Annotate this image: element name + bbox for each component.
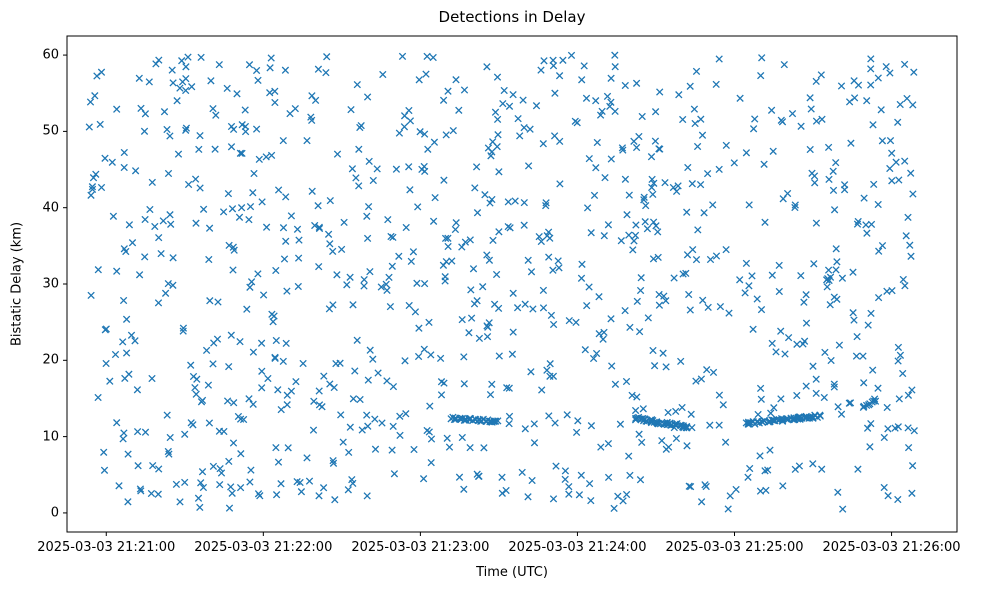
x-tick-label: 2025-03-03 21:23:00 [351,540,490,555]
y-tick-label: 30 [42,276,59,292]
y-tick-label: 20 [42,352,59,368]
scatter-points [85,51,918,513]
x-tick-label: 2025-03-03 21:26:00 [822,540,961,555]
y-axis-label: Bistatic Delay (km) [9,221,25,347]
y-tick-label: 40 [42,200,59,216]
x-tick-label: 2025-03-03 21:24:00 [508,540,647,555]
x-tick-label: 2025-03-03 21:21:00 [37,540,176,555]
chart-title: Detections in Delay [438,8,586,26]
axes-box [66,35,958,533]
x-axis-label: Time (UTC) [476,565,548,580]
y-tick-label: 10 [42,429,59,445]
y-tick-label: 50 [42,123,59,139]
x-tick-label: 2025-03-03 21:22:00 [194,540,333,555]
y-tick-label: 60 [42,47,59,63]
y-tick-label: 0 [50,505,59,521]
x-tick-label: 2025-03-03 21:25:00 [665,540,804,555]
